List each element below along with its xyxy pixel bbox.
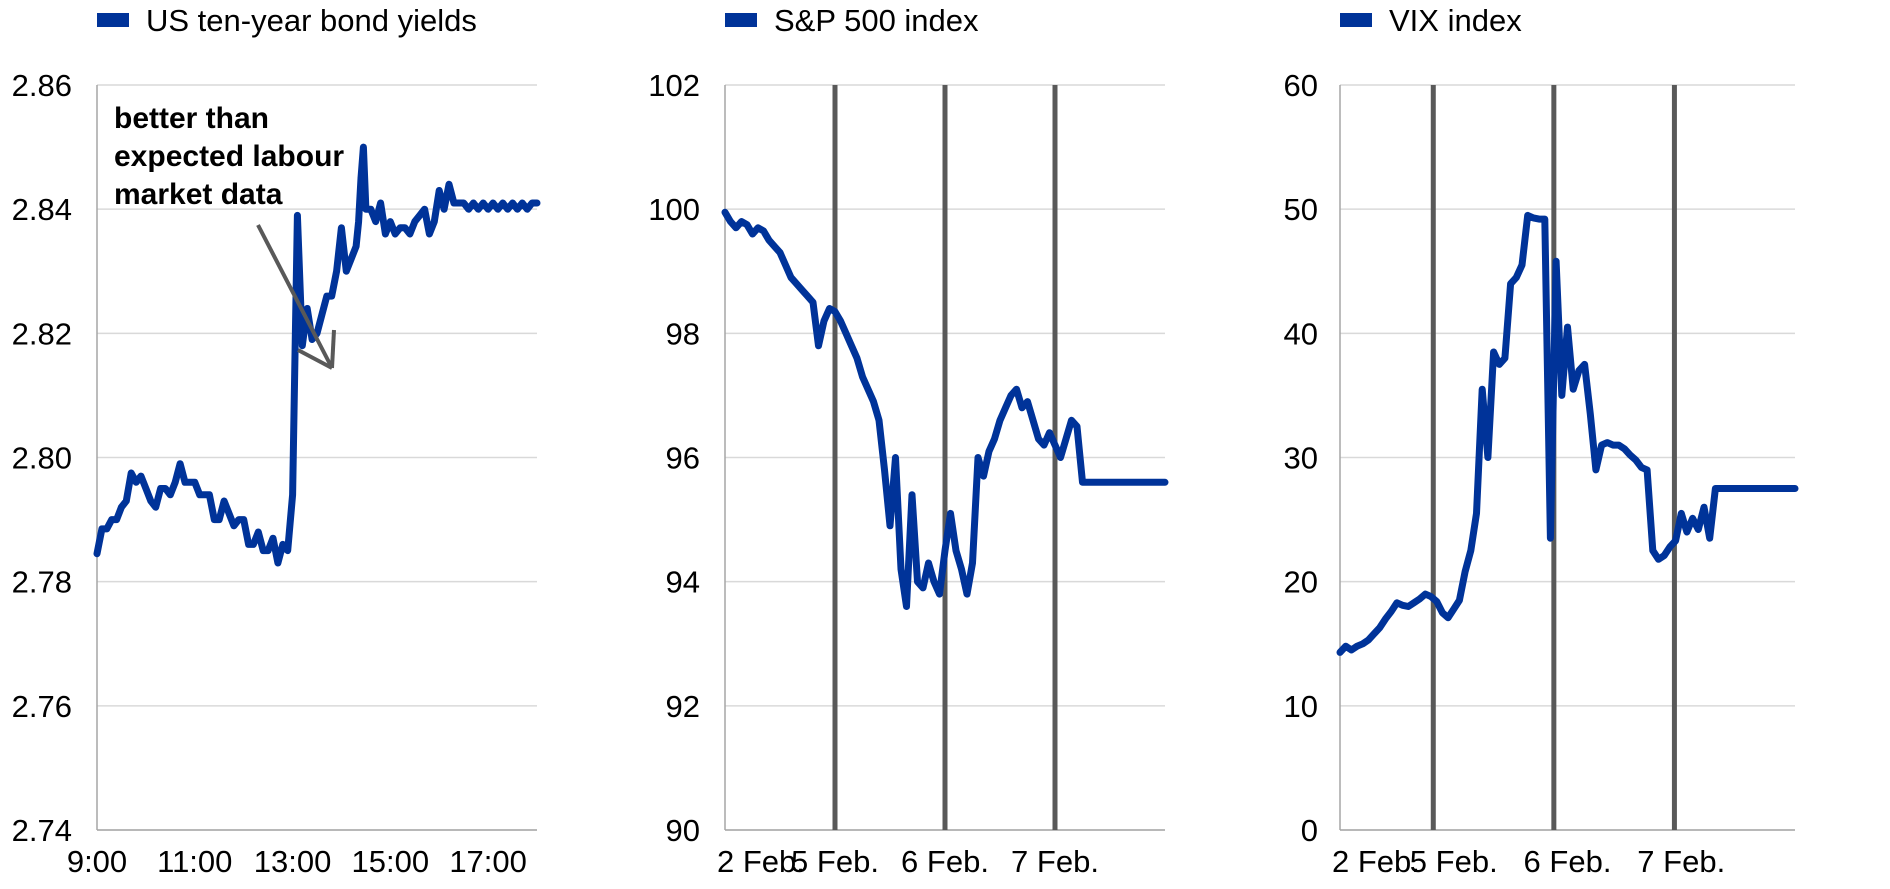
y-tick-label-bond-yields: 2.86	[12, 68, 72, 103]
y-tick-label-bond-yields: 2.76	[12, 689, 72, 724]
x-tick-label-vix: 6 Feb.	[1524, 844, 1612, 879]
series-line-bond-yields	[93, 143, 541, 567]
chart-panel-vix: VIX index 0 10 20 30 40 50 60 2 Feb.5 Feb. 6 Feb…	[1284, 3, 1799, 879]
annotation-text: better than	[114, 102, 269, 135]
x-tick-label-bond-yields: 13:00	[254, 844, 332, 879]
legend-swatch-bond-yields	[97, 13, 129, 27]
y-tick-label-vix: 20	[1284, 565, 1318, 600]
y-tick-label-vix: 10	[1284, 689, 1318, 724]
annotation-text: market data	[114, 178, 283, 211]
x-tick-label-sp500: 6 Feb.	[901, 844, 989, 879]
plot-area-bond-yields: 2.74 2.76 2.78 2.80 2.82 2.84 2.86 9:00 11:00 13:…	[12, 68, 541, 879]
x-tick-label-vix: 5 Feb.	[1410, 844, 1498, 879]
x-tick-label-vix: 7 Feb.	[1637, 844, 1725, 879]
y-tick-label-bond-yields: 2.74	[12, 813, 72, 848]
legend-label-sp500: S&P 500 index	[774, 3, 979, 38]
legend-label-bond-yields: US ten-year bond yields	[146, 3, 477, 38]
legend-swatch-sp500	[725, 13, 757, 27]
x-tick-label-vix: 2 Feb.	[1332, 844, 1420, 879]
y-tick-label-sp500: 102	[648, 68, 700, 103]
annotation-text: expected labour	[114, 140, 344, 173]
y-tick-label-bond-yields: 2.82	[12, 316, 72, 351]
y-tick-label-sp500: 92	[666, 689, 700, 724]
y-tick-label-sp500: 100	[648, 192, 700, 227]
legend-label-vix: VIX index	[1389, 3, 1522, 38]
chart-panel-sp500: S&P 500 index 90 92 94 96 98 100 102 2 Feb.5 Fe…	[648, 3, 1169, 879]
y-tick-label-vix: 50	[1284, 192, 1318, 227]
y-tick-label-vix: 30	[1284, 441, 1318, 476]
chart-panel-bond-yields: US ten-year bond yields 2.74 2.76 2.78 2.80…	[12, 3, 541, 879]
series-line-vix	[1336, 211, 1799, 656]
plot-area-sp500: 90 92 94 96 98 100 102 2 Feb.5 Feb. 6 Feb. 7 Feb.	[648, 68, 1169, 879]
series-line-sp500	[721, 208, 1169, 610]
y-tick-label-bond-yields: 2.80	[12, 441, 72, 476]
legend-swatch-vix	[1340, 13, 1372, 27]
annotation-arrow	[256, 224, 336, 370]
y-tick-label-sp500: 98	[666, 316, 700, 351]
x-tick-label-sp500: 7 Feb.	[1011, 844, 1099, 879]
y-tick-label-vix: 0	[1301, 813, 1318, 848]
y-tick-label-sp500: 94	[666, 565, 700, 600]
plot-area-vix: 0 10 20 30 40 50 60 2 Feb.5 Feb. 6 Feb. 7 Feb.	[1284, 68, 1799, 879]
x-tick-label-bond-yields: 9:00	[67, 844, 127, 879]
x-tick-label-sp500: 2 Feb.	[717, 844, 805, 879]
x-tick-label-bond-yields: 15:00	[352, 844, 430, 879]
x-tick-label-bond-yields: 11:00	[157, 844, 232, 879]
y-tick-label-bond-yields: 2.84	[12, 192, 72, 227]
y-tick-label-sp500: 96	[666, 441, 700, 476]
x-tick-label-bond-yields: 17:00	[449, 844, 527, 879]
y-tick-label-sp500: 90	[666, 813, 700, 848]
y-tick-label-vix: 60	[1284, 68, 1318, 103]
y-tick-label-bond-yields: 2.78	[12, 565, 72, 600]
x-tick-label-sp500: 5 Feb.	[791, 844, 879, 879]
y-tick-label-vix: 40	[1284, 316, 1318, 351]
